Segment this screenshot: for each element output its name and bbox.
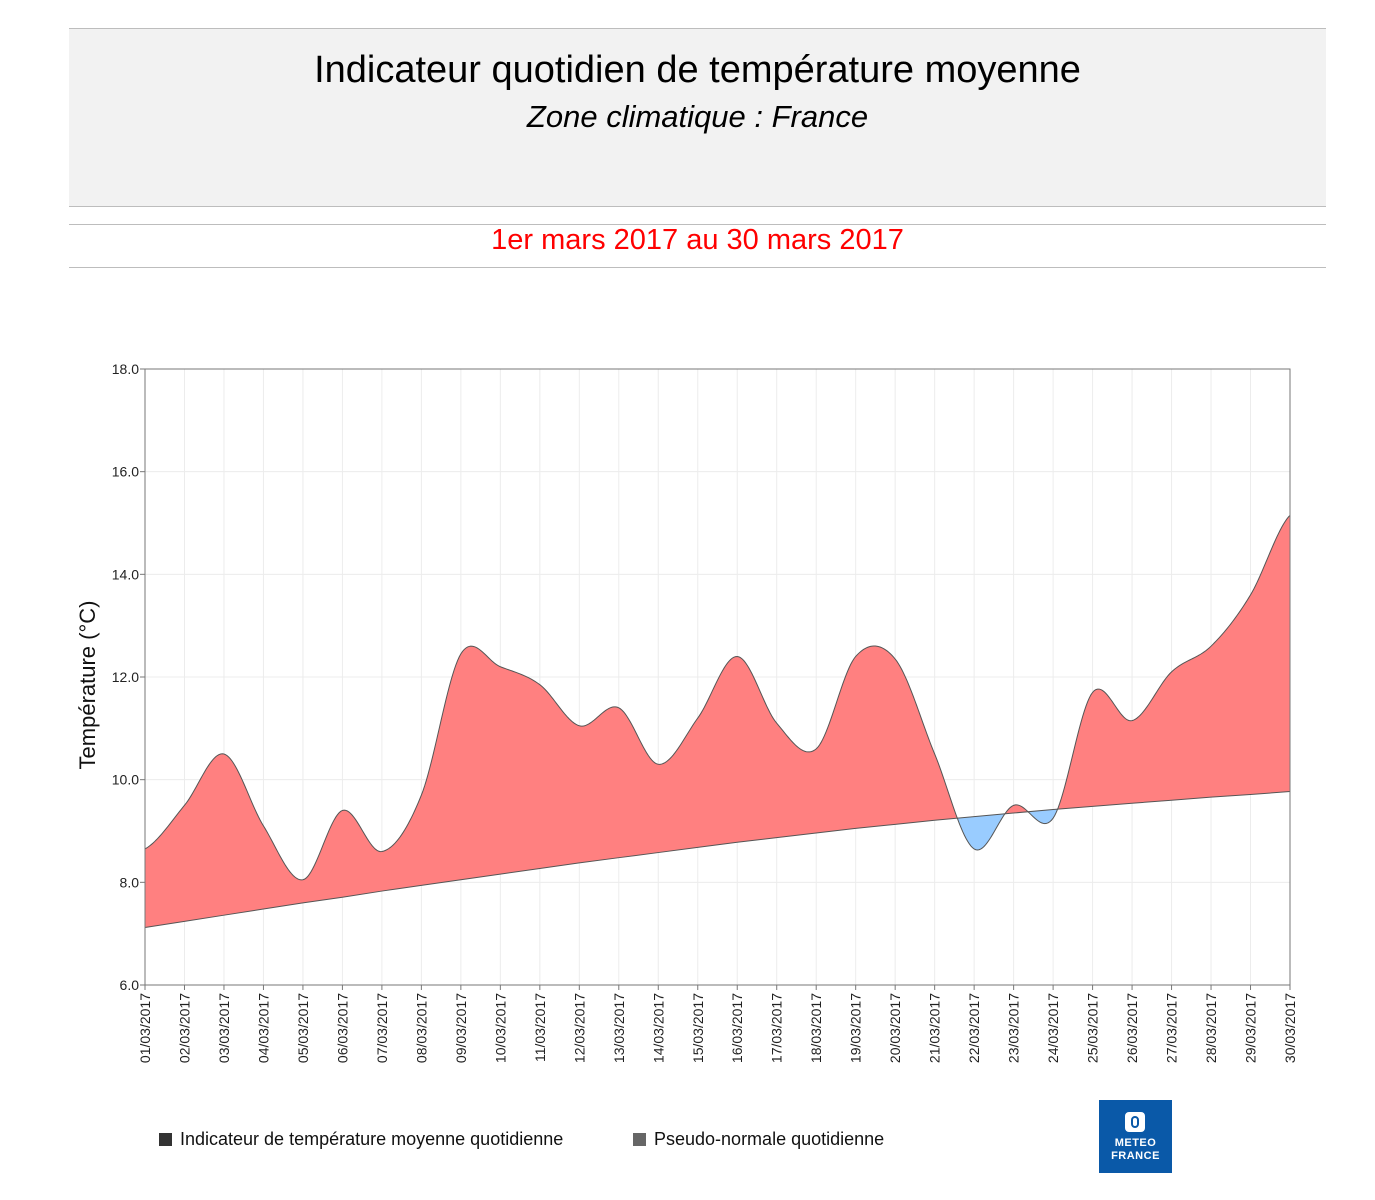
series-line-normal <box>144 790 1291 929</box>
x-tick-label: 29/03/2017 <box>1243 993 1259 1063</box>
logo-text-line2: FRANCE <box>1111 1150 1160 1162</box>
y-tick-label: 16.0 <box>112 464 139 480</box>
x-tick-label: 16/03/2017 <box>729 993 745 1063</box>
x-tick-label: 28/03/2017 <box>1203 993 1219 1063</box>
y-axis-label: Température (°C) <box>75 601 100 770</box>
x-tick-label: 15/03/2017 <box>690 993 706 1063</box>
anomaly-area-below <box>957 813 1005 850</box>
x-tick-label: 11/03/2017 <box>532 993 548 1062</box>
page-title: Indicateur quotidien de température moye… <box>314 49 1081 91</box>
x-tick-label: 02/03/2017 <box>176 993 192 1063</box>
x-tick-label: 03/03/2017 <box>216 993 232 1063</box>
logo-text-line1: METEO <box>1114 1137 1157 1149</box>
y-tick-label: 8.0 <box>120 874 140 890</box>
header-panel: Indicateur quotidien de température moye… <box>69 28 1326 207</box>
x-tick-label: 14/03/2017 <box>650 993 666 1063</box>
x-tick-label: 22/03/2017 <box>966 993 982 1063</box>
x-tick-label: 21/03/2017 <box>927 993 943 1063</box>
y-tick-label: 10.0 <box>112 772 139 788</box>
anomaly-area-above <box>1057 515 1290 810</box>
legend-swatch-normal <box>633 1133 646 1146</box>
anomaly-area-above <box>145 646 958 928</box>
x-tick-label: 09/03/2017 <box>453 993 469 1063</box>
y-tick-label: 18.0 <box>112 361 139 377</box>
x-tick-label: 26/03/2017 <box>1124 993 1140 1063</box>
x-tick-label: 19/03/2017 <box>848 993 864 1063</box>
page-subtitle: Zone climatique : France <box>526 99 869 134</box>
x-tick-label: 10/03/2017 <box>492 993 508 1063</box>
x-tick-label: 04/03/2017 <box>255 993 271 1063</box>
anomaly-area-below <box>1028 809 1058 824</box>
x-tick-label: 05/03/2017 <box>295 993 311 1063</box>
x-tick-label: 23/03/2017 <box>1006 993 1022 1063</box>
divider-top <box>69 224 1326 225</box>
x-tick-label: 01/03/2017 <box>137 993 153 1063</box>
x-tick-label: 12/03/2017 <box>571 993 587 1063</box>
x-tick-label: 07/03/2017 <box>374 993 390 1063</box>
legend-item-normal: Pseudo-normale quotidienne <box>633 1129 884 1150</box>
meteo-france-logo: METEO FRANCE <box>1099 1100 1172 1173</box>
temperature-chart: 6.0 8.0 10.0 12.0 14.0 16.0 18.0 01/03/2017 02/0… <box>75 361 1298 1063</box>
legend-swatch-indicator <box>159 1133 172 1146</box>
x-tick-label: 30/03/2017 <box>1282 993 1298 1063</box>
y-tick-label: 12.0 <box>112 669 139 685</box>
series-line-indicator <box>144 514 1291 881</box>
x-tick-label: 24/03/2017 <box>1045 993 1061 1063</box>
meteo-france-logo-icon <box>1125 1112 1145 1132</box>
x-tick-label: 20/03/2017 <box>887 993 903 1063</box>
x-tick-label: 06/03/2017 <box>334 993 350 1063</box>
x-tick-label: 25/03/2017 <box>1085 993 1101 1063</box>
x-tick-label: 18/03/2017 <box>808 993 824 1063</box>
legend-item-indicator: Indicateur de température moyenne quotid… <box>159 1129 563 1150</box>
legend-label-normal: Pseudo-normale quotidienne <box>654 1129 885 1149</box>
period-label: 1er mars 2017 au 30 mars 2017 <box>491 224 904 256</box>
divider-bottom <box>69 267 1326 268</box>
x-tick-label: 17/03/2017 <box>769 993 785 1063</box>
x-tick-label: 27/03/2017 <box>1164 993 1180 1063</box>
y-tick-label: 6.0 <box>120 977 140 993</box>
y-tick-label: 14.0 <box>112 566 139 582</box>
x-tick-label: 13/03/2017 <box>611 993 627 1063</box>
x-tick-label: 08/03/2017 <box>413 993 429 1063</box>
legend-label-indicator: Indicateur de température moyenne quotid… <box>180 1129 564 1149</box>
